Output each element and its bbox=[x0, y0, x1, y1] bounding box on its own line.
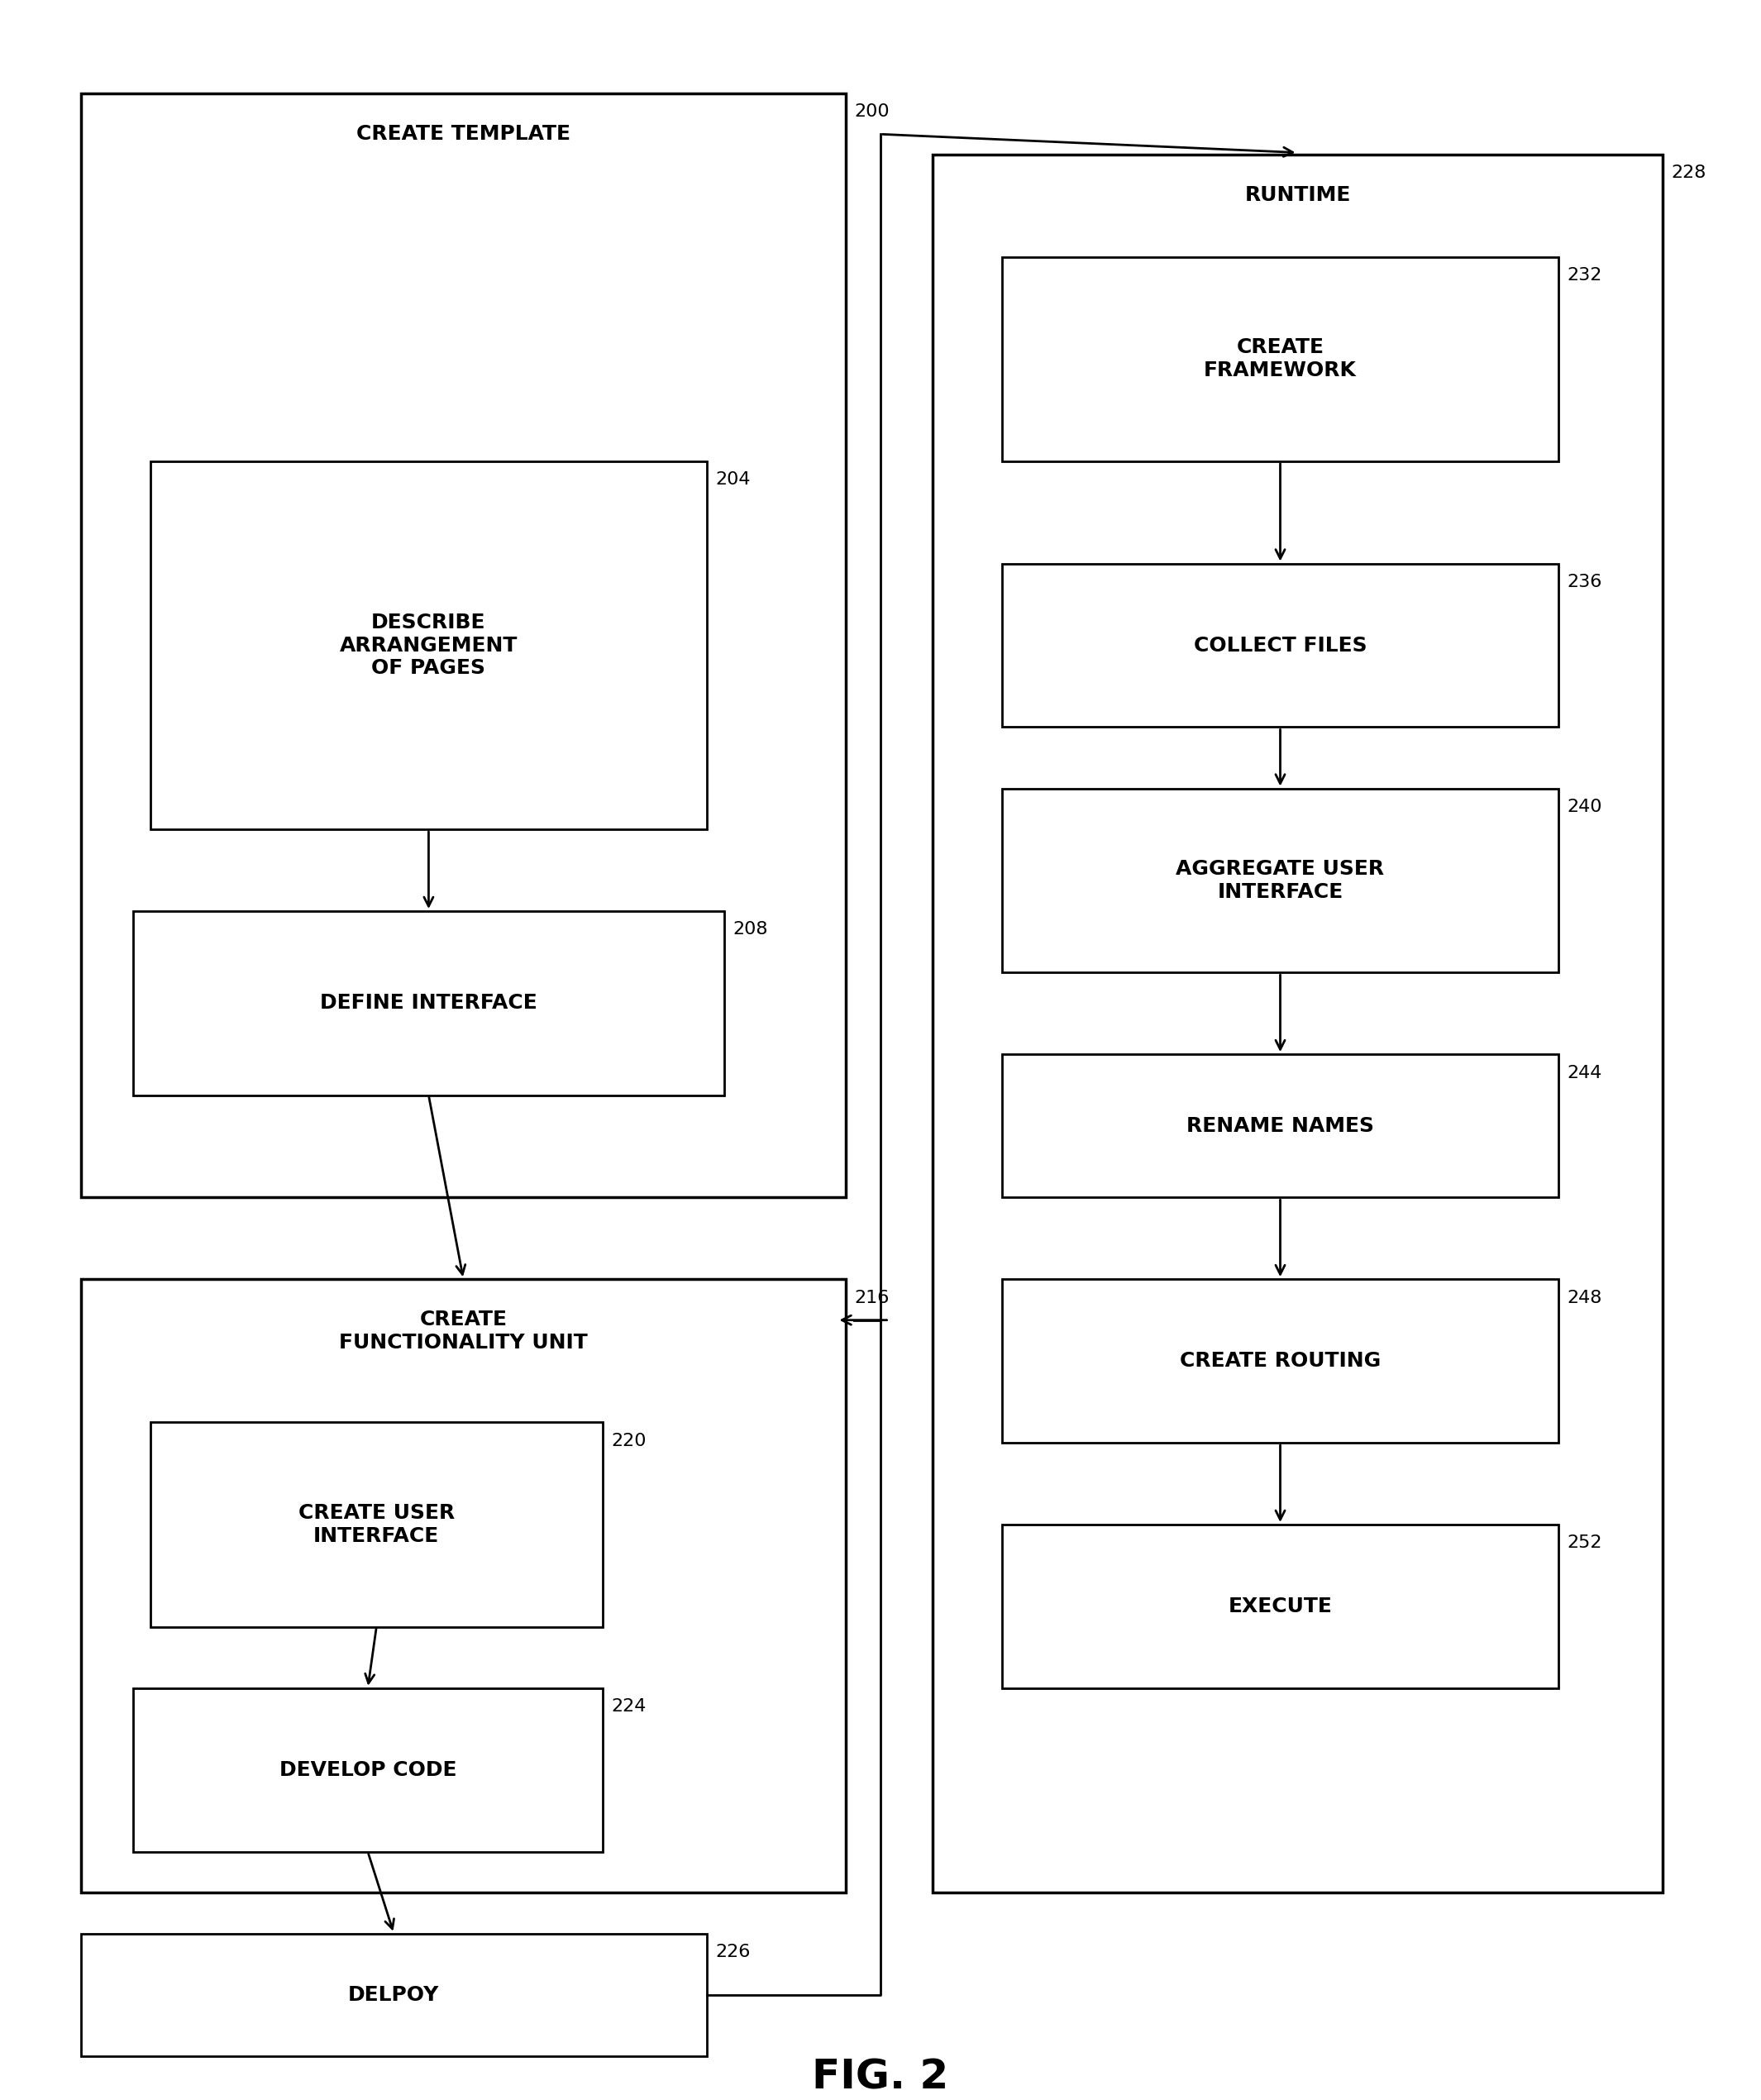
Text: DESCRIBE
ARRANGEMENT
OF PAGES: DESCRIBE ARRANGEMENT OF PAGES bbox=[340, 613, 518, 678]
FancyBboxPatch shape bbox=[1002, 1054, 1558, 1197]
FancyBboxPatch shape bbox=[81, 1934, 706, 2056]
Text: 236: 236 bbox=[1567, 573, 1603, 590]
Text: CREATE
FUNCTIONALITY UNIT: CREATE FUNCTIONALITY UNIT bbox=[340, 1310, 588, 1352]
Text: 252: 252 bbox=[1567, 1535, 1603, 1552]
FancyBboxPatch shape bbox=[933, 155, 1662, 1892]
FancyBboxPatch shape bbox=[134, 911, 724, 1096]
Text: COLLECT FILES: COLLECT FILES bbox=[1194, 636, 1367, 655]
FancyBboxPatch shape bbox=[1002, 788, 1558, 972]
Text: DELPOY: DELPOY bbox=[349, 1984, 440, 2005]
Text: CREATE USER
INTERFACE: CREATE USER INTERFACE bbox=[298, 1504, 454, 1546]
Text: DEVELOP CODE: DEVELOP CODE bbox=[278, 1760, 456, 1781]
FancyBboxPatch shape bbox=[150, 1422, 602, 1628]
Text: EXECUTE: EXECUTE bbox=[1227, 1596, 1333, 1617]
Text: 216: 216 bbox=[854, 1289, 889, 1306]
FancyBboxPatch shape bbox=[1002, 563, 1558, 727]
Text: CREATE ROUTING: CREATE ROUTING bbox=[1180, 1350, 1381, 1371]
Text: AGGREGATE USER
INTERFACE: AGGREGATE USER INTERFACE bbox=[1176, 859, 1384, 901]
FancyBboxPatch shape bbox=[150, 462, 706, 829]
FancyBboxPatch shape bbox=[81, 1279, 845, 1892]
FancyBboxPatch shape bbox=[134, 1688, 602, 1852]
Text: CREATE
FRAMEWORK: CREATE FRAMEWORK bbox=[1205, 338, 1356, 380]
Text: DEFINE INTERFACE: DEFINE INTERFACE bbox=[321, 993, 537, 1012]
Text: 204: 204 bbox=[715, 472, 750, 487]
Text: 220: 220 bbox=[611, 1432, 646, 1449]
Text: FIG. 2: FIG. 2 bbox=[812, 2058, 949, 2098]
Text: 248: 248 bbox=[1567, 1289, 1603, 1306]
Text: CREATE TEMPLATE: CREATE TEMPLATE bbox=[356, 124, 571, 143]
Text: RUNTIME: RUNTIME bbox=[1245, 185, 1351, 206]
Text: RENAME NAMES: RENAME NAMES bbox=[1187, 1115, 1374, 1136]
Text: 200: 200 bbox=[854, 103, 889, 120]
Text: 226: 226 bbox=[715, 1945, 750, 1959]
Text: 240: 240 bbox=[1567, 798, 1603, 815]
Text: 208: 208 bbox=[733, 922, 768, 939]
Text: 224: 224 bbox=[611, 1699, 646, 1716]
FancyBboxPatch shape bbox=[1002, 1525, 1558, 1688]
FancyBboxPatch shape bbox=[1002, 256, 1558, 462]
FancyBboxPatch shape bbox=[81, 92, 845, 1197]
FancyBboxPatch shape bbox=[1002, 1279, 1558, 1443]
Text: 232: 232 bbox=[1567, 267, 1603, 284]
Text: 244: 244 bbox=[1567, 1065, 1603, 1082]
Text: 228: 228 bbox=[1671, 164, 1706, 181]
